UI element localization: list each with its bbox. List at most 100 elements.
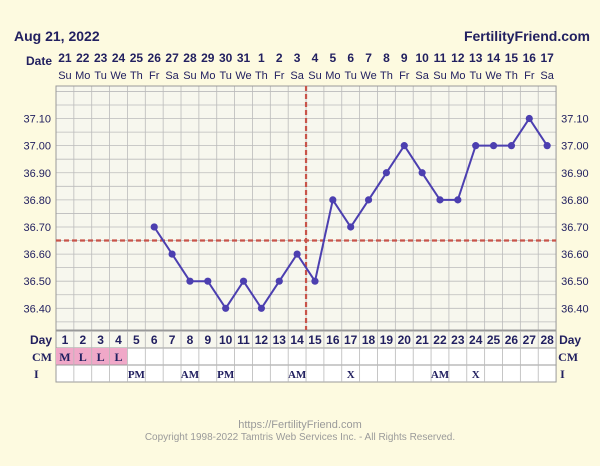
- weekday-label: We: [485, 70, 501, 82]
- date-label: 27: [165, 51, 179, 65]
- day-number: 5: [133, 333, 140, 347]
- temperature-point: [543, 142, 551, 150]
- weekday-label: Su: [308, 70, 321, 82]
- date-label: 26: [148, 51, 162, 65]
- weekday-label: Su: [433, 70, 446, 82]
- y-tick-label-right: 36.90: [561, 168, 589, 180]
- footer-url[interactable]: https://FertilityFriend.com: [238, 419, 362, 431]
- day-number: 24: [469, 333, 483, 347]
- day-number: 11: [237, 333, 250, 347]
- y-tick-label-right: 37.00: [561, 141, 589, 153]
- day-number: 12: [255, 333, 269, 347]
- day-number: 14: [290, 333, 304, 347]
- date-label: 14: [487, 51, 501, 65]
- date-label: 7: [365, 51, 372, 65]
- date-label: 16: [523, 51, 537, 65]
- y-tick-label-right: 36.70: [561, 222, 589, 234]
- i-value: PM: [128, 369, 146, 381]
- date-label: 22: [76, 51, 90, 65]
- temperature-point: [347, 223, 355, 231]
- y-tick-label-left: 36.60: [23, 249, 51, 261]
- cm-value: L: [115, 350, 123, 364]
- weekday-label: Th: [380, 70, 393, 82]
- day-number: 9: [204, 333, 211, 347]
- y-tick-label-right: 36.40: [561, 303, 589, 315]
- weekday-label: Th: [505, 70, 518, 82]
- weekday-label: Fr: [524, 70, 535, 82]
- date-label: 8: [383, 51, 390, 65]
- day-number: 6: [151, 333, 158, 347]
- cm-value: L: [97, 350, 105, 364]
- cm-row-label-left: CM: [32, 350, 52, 364]
- day-number: 4: [115, 333, 122, 347]
- date-label: 21: [58, 51, 72, 65]
- y-tick-label-left: 37.00: [23, 141, 51, 153]
- date-label: 15: [505, 51, 519, 65]
- i-value: X: [472, 369, 480, 381]
- y-tick-label-left: 36.70: [23, 222, 51, 234]
- date-label: 17: [540, 51, 554, 65]
- y-tick-label-right: 36.50: [561, 276, 589, 288]
- weekday-label: Su: [58, 70, 71, 82]
- temperature-point: [186, 277, 194, 285]
- weekday-label: Th: [255, 70, 268, 82]
- date-label: 29: [201, 51, 215, 65]
- day-number: 8: [187, 333, 194, 347]
- temperature-point: [364, 196, 373, 204]
- day-number: 25: [487, 333, 501, 347]
- weekday-label: We: [235, 70, 251, 82]
- weekday-label: Fr: [149, 70, 160, 82]
- day-row-label-right: Day: [559, 333, 581, 347]
- weekday-label: Tu: [344, 70, 356, 82]
- day-number: 18: [362, 333, 376, 347]
- date-label: 25: [130, 51, 144, 65]
- date-label: 1: [258, 51, 265, 65]
- weekday-label: Mo: [450, 70, 465, 82]
- cm-cell-fill: [73, 348, 92, 365]
- y-tick-label-left: 37.10: [23, 114, 51, 126]
- site-name[interactable]: FertilityFriend.com: [463, 28, 590, 44]
- day-number: 13: [273, 333, 287, 347]
- weekday-label: Mo: [75, 70, 90, 82]
- temperature-point: [311, 277, 319, 285]
- weekday-label: Sa: [415, 70, 429, 82]
- y-tick-label-left: 36.50: [23, 276, 51, 288]
- date-label: 10: [415, 51, 429, 65]
- temperature-point: [436, 196, 444, 204]
- cm-cell-fill: [56, 348, 74, 365]
- y-tick-label-left: 36.40: [23, 303, 51, 315]
- date-label: 24: [112, 51, 126, 65]
- temperature-point: [204, 277, 212, 285]
- weekday-label: Tu: [94, 70, 106, 82]
- cm-cell-fill: [109, 348, 128, 365]
- cm-value: L: [79, 350, 87, 364]
- date-label: 3: [294, 51, 301, 65]
- day-number: 28: [540, 333, 554, 347]
- i-row-label-left: I: [34, 367, 39, 381]
- i-value: PM: [217, 369, 235, 381]
- weekday-label: Mo: [200, 70, 215, 82]
- weekday-label: Sa: [165, 70, 179, 82]
- date-label: 31: [237, 51, 251, 65]
- day-number: 20: [398, 333, 412, 347]
- footer-copyright: Copyright 1998-2022 Tamtris Web Services…: [144, 432, 456, 443]
- date-label: 2: [276, 51, 283, 65]
- day-number: 10: [219, 333, 233, 347]
- weekday-label: Tu: [219, 70, 231, 82]
- day-number: 26: [505, 333, 519, 347]
- temperature-point: [525, 114, 533, 123]
- weekday-label: Tu: [469, 70, 481, 82]
- cm-row-label-right: CM: [558, 350, 578, 364]
- day-number: 3: [97, 333, 104, 347]
- temperature-point: [257, 304, 265, 312]
- day-number: 7: [169, 333, 176, 347]
- temperature-point: [507, 142, 516, 150]
- temperature-point: [472, 142, 480, 150]
- day-number: 27: [523, 333, 537, 347]
- day-number: 15: [308, 333, 322, 347]
- temperature-point: [293, 250, 301, 258]
- temperature-point: [400, 142, 408, 150]
- day-number: 17: [344, 333, 358, 347]
